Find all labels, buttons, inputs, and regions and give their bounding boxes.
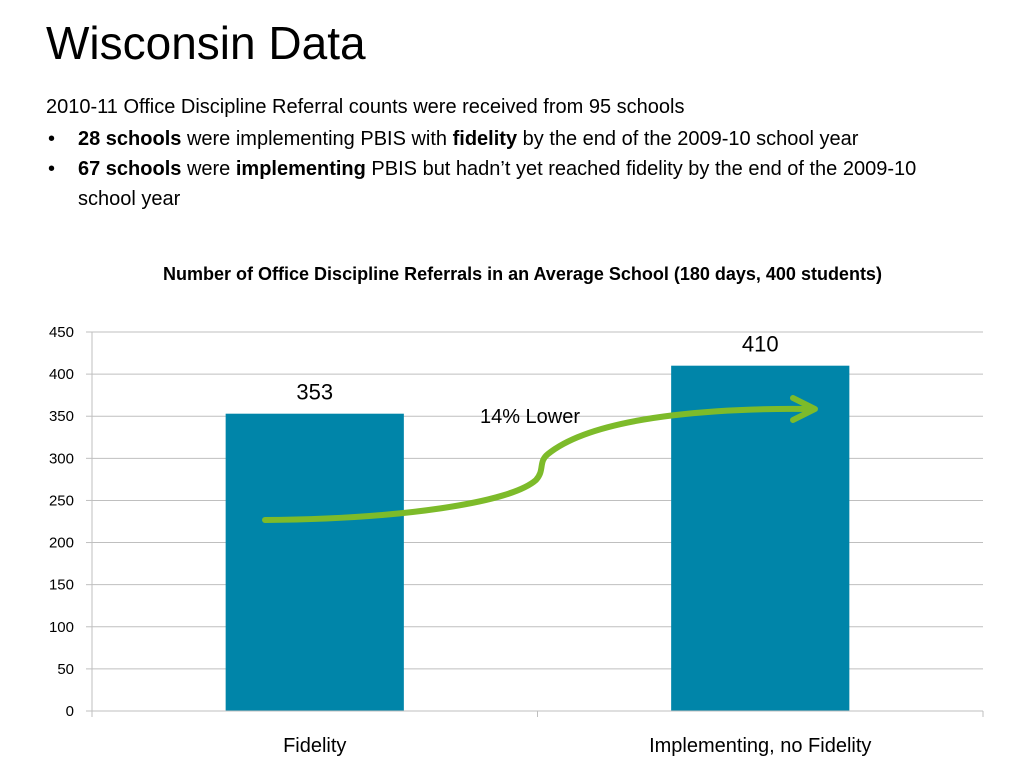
bullet-bold-text: fidelity: [452, 128, 518, 150]
data-label: 353: [296, 380, 333, 405]
bullet-bold-text: 28 schools: [78, 128, 182, 150]
arrow-head-icon: [790, 395, 818, 423]
y-tick-label: 100: [49, 619, 74, 636]
y-tick-label: 450: [49, 324, 74, 341]
bullet-bold-text: implementing: [235, 158, 366, 180]
y-tick-label: 0: [66, 703, 74, 720]
chart-title: Number of Office Discipline Referrals in…: [163, 264, 882, 284]
y-tick-label: 50: [57, 661, 74, 678]
bars: 353 410: [225, 332, 850, 711]
y-tick-label: 200: [49, 535, 74, 552]
bullet-text: were: [181, 158, 236, 180]
x-axis: Fidelity Implementing, no Fidelity: [91, 710, 984, 757]
bullet-item: • 67 schools were implementing PBIS but h…: [46, 154, 946, 214]
bar: [225, 413, 404, 711]
bullet-dot-icon: •: [48, 158, 56, 180]
y-tick-label: 300: [49, 450, 74, 467]
y-tick-label: 350: [49, 408, 74, 425]
bullet-item: • 28 schools were implementing PBIS with …: [46, 124, 946, 154]
y-tick-label: 250: [49, 492, 74, 509]
bullet-list: • 28 schools were implementing PBIS with …: [46, 124, 946, 214]
bullet-text: were implementing PBIS with: [181, 128, 453, 150]
y-axis-ticks: 0 50 100 150 200 250 300 350 400 450: [49, 324, 74, 720]
y-tick-label: 400: [49, 366, 74, 383]
x-tick-label: Implementing, no Fidelity: [649, 735, 871, 757]
y-tick-label: 150: [49, 577, 74, 594]
page-title: Wisconsin Data: [46, 17, 366, 69]
annotation: 14% Lower: [262, 395, 818, 523]
bullet-text: PBIS but hadn’t yet reached fidelity by …: [78, 158, 917, 210]
bullet-text: by the end of the 2009-10 school year: [517, 128, 859, 150]
x-tick-label: Fidelity: [283, 735, 346, 757]
bar: [671, 365, 850, 711]
bullet-dot-icon: •: [48, 128, 56, 150]
data-label: 410: [742, 332, 779, 357]
intro-text: 2010-11 Office Discipline Referral count…: [46, 96, 685, 118]
bullet-bold-text: 67 schools: [78, 158, 182, 180]
annotation-label: 14% Lower: [480, 406, 580, 428]
arrow-curve: [262, 405, 815, 523]
